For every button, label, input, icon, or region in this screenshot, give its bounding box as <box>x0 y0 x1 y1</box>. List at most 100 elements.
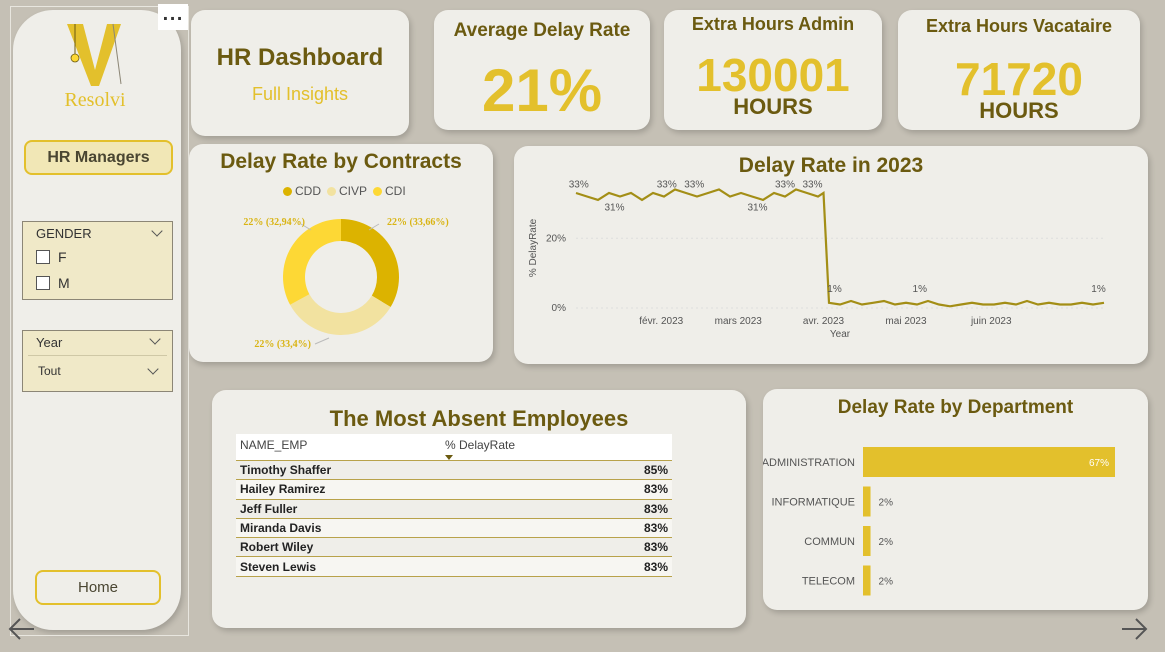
x-tick-label: mars 2023 <box>715 316 763 327</box>
bar-chart: ADMINISTRATION 67% INFORMATIQUE 2% COMMUN 2% T… <box>763 447 1115 596</box>
title-card: HR Dashboard Full Insights <box>191 10 409 136</box>
kpi-extra-hours-admin-card: Extra Hours Admin 130001 HOURS <box>664 10 882 130</box>
x-tick-label: mai 2023 <box>885 316 927 327</box>
bar-category-label: TELECOM <box>802 576 855 588</box>
legend-item[interactable]: CDD <box>283 184 321 198</box>
sidebar <box>13 10 181 630</box>
year-filter[interactable]: Year Tout <box>22 330 173 392</box>
point-label: 33% <box>657 179 677 190</box>
bar-commun[interactable] <box>863 526 871 556</box>
kpi-extra-hours-vacataire-card: Extra Hours Vacataire 71720 HOURS <box>898 10 1140 130</box>
donut-slice-cdi[interactable] <box>283 219 341 305</box>
point-label: 33% <box>775 179 795 190</box>
employee-name: Timothy Shaffer <box>236 460 441 481</box>
year-filter-title: Year <box>36 335 63 350</box>
x-tick-label: juin 2023 <box>970 316 1012 327</box>
gender-filter-title: GENDER <box>36 226 92 241</box>
delay-by-contracts-card: Delay Rate by Contracts CDD CIVP CDI 22% (… <box>189 144 493 362</box>
delay-rate-value: 83% <box>441 518 672 539</box>
chart-legend: CDD CIVP CDI <box>283 184 406 198</box>
more-options-button[interactable]: ... <box>158 4 188 30</box>
employee-name: Jeff Fuller <box>236 499 441 519</box>
employee-name: Hailey Ramirez <box>236 479 441 500</box>
delay-rate-value: 83% <box>441 479 672 500</box>
delay-rate-value: 83% <box>441 556 672 577</box>
x-axis-label: Year <box>830 329 851 340</box>
delay-rate-2023-card: Delay Rate in 2023 0% 20% % DelayRate févr.… <box>514 146 1148 364</box>
bulb-icon <box>70 53 80 63</box>
legend-label: CDD <box>295 184 321 198</box>
legend-dot-icon <box>283 186 292 196</box>
kpi-unit: HOURS <box>979 98 1059 123</box>
kpi-title: Extra Hours Admin <box>691 14 855 34</box>
employee-name: Robert Wiley <box>236 537 441 558</box>
resolvi-logo: Resolvi <box>64 23 126 108</box>
forward-arrow-icon[interactable] <box>1120 616 1150 642</box>
chart-title: Delay Rate in 2023 <box>738 154 924 177</box>
gender-option-m[interactable]: M <box>36 275 70 291</box>
legend-label: CIVP <box>339 184 368 198</box>
kpi-title: Extra Hours Vacataire <box>925 16 1113 36</box>
bar-category-label: ADMINISTRATION <box>763 457 855 469</box>
legend-dot-icon <box>327 186 336 196</box>
delay-by-department-card: Delay Rate by Department ADMINISTRATION 6… <box>763 389 1148 610</box>
logo-text: Resolvi <box>64 89 126 108</box>
hr-managers-button[interactable]: HR Managers <box>24 140 173 175</box>
gender-option-f[interactable]: F <box>36 249 67 265</box>
year-dropdown-value[interactable]: Tout <box>38 364 61 378</box>
point-label: 33% <box>569 179 589 190</box>
column-header-label: % DelayRate <box>445 438 516 452</box>
page-title: HR Dashboard <box>216 44 384 71</box>
bar-administration[interactable] <box>863 447 1115 477</box>
logo-line <box>112 23 122 85</box>
home-button[interactable]: Home <box>35 570 161 605</box>
table-row[interactable]: Miranda Davis 83% <box>236 518 672 539</box>
legend-label: CDI <box>385 184 406 198</box>
most-absent-employees-card: The Most Absent Employees NAME_EMP % Del… <box>212 390 746 628</box>
column-header-name[interactable]: NAME_EMP <box>236 434 441 461</box>
leader-line <box>300 223 312 231</box>
chevron-up-icon[interactable] <box>149 333 161 345</box>
table-row[interactable]: Robert Wiley 83% <box>236 537 672 558</box>
sort-descending-icon[interactable] <box>445 455 453 460</box>
bar-informatique[interactable] <box>863 486 871 517</box>
table-row[interactable]: Steven Lewis 83% <box>236 556 672 577</box>
employee-name: Steven Lewis <box>236 556 441 577</box>
bar-telecom[interactable] <box>863 565 871 596</box>
point-label: 1% <box>913 284 928 295</box>
kpi-average-delay-card: Average Delay Rate 21% <box>434 10 650 130</box>
y-tick-label: 0% <box>552 303 567 314</box>
gender-filter[interactable]: GENDER F M <box>22 221 173 300</box>
legend-item[interactable]: CDI <box>373 184 406 198</box>
line-chart: 0% 20% % DelayRate févr. 2023 mars 2023 avr. … <box>528 179 1106 340</box>
table-row[interactable]: Hailey Ramirez 83% <box>236 479 672 500</box>
checkbox[interactable] <box>36 276 50 290</box>
employees-table: NAME_EMP % DelayRate Timothy Shaffer 85% H… <box>236 434 672 577</box>
chevron-up-icon[interactable] <box>151 225 163 237</box>
logo-v-shape <box>67 24 121 86</box>
column-header-delay-rate[interactable]: % DelayRate <box>441 434 672 461</box>
divider <box>28 355 167 356</box>
legend-item[interactable]: CIVP <box>327 184 367 198</box>
donut-chart: 22% (33,66%) 22% (33,4%) 22% (32,94%) <box>243 217 448 350</box>
legend-dot-icon <box>373 186 383 196</box>
gender-option-label: M <box>58 275 70 291</box>
leader-line <box>314 337 330 345</box>
delay-rate-value: 85% <box>441 460 672 481</box>
donut-slice-civp[interactable] <box>290 294 391 335</box>
x-tick-label: avr. 2023 <box>803 316 845 327</box>
bar-value-label: 67% <box>1089 458 1109 469</box>
back-arrow-icon[interactable] <box>6 616 36 642</box>
slice-label: 22% (33,4%) <box>254 339 311 350</box>
delay-rate-line[interactable] <box>575 188 1105 308</box>
table-row[interactable]: Timothy Shaffer 85% <box>236 460 672 481</box>
chevron-down-icon[interactable] <box>147 363 159 375</box>
table-row[interactable]: Jeff Fuller 83% <box>236 499 672 519</box>
point-label: 1% <box>1091 284 1106 295</box>
delay-rate-value: 83% <box>441 537 672 558</box>
donut-slice-cdd[interactable] <box>341 219 399 308</box>
x-tick-label: févr. 2023 <box>639 316 683 327</box>
checkbox[interactable] <box>36 250 50 264</box>
bar-value-label: 2% <box>879 498 894 509</box>
slice-label: 22% (32,94%) <box>243 217 305 228</box>
